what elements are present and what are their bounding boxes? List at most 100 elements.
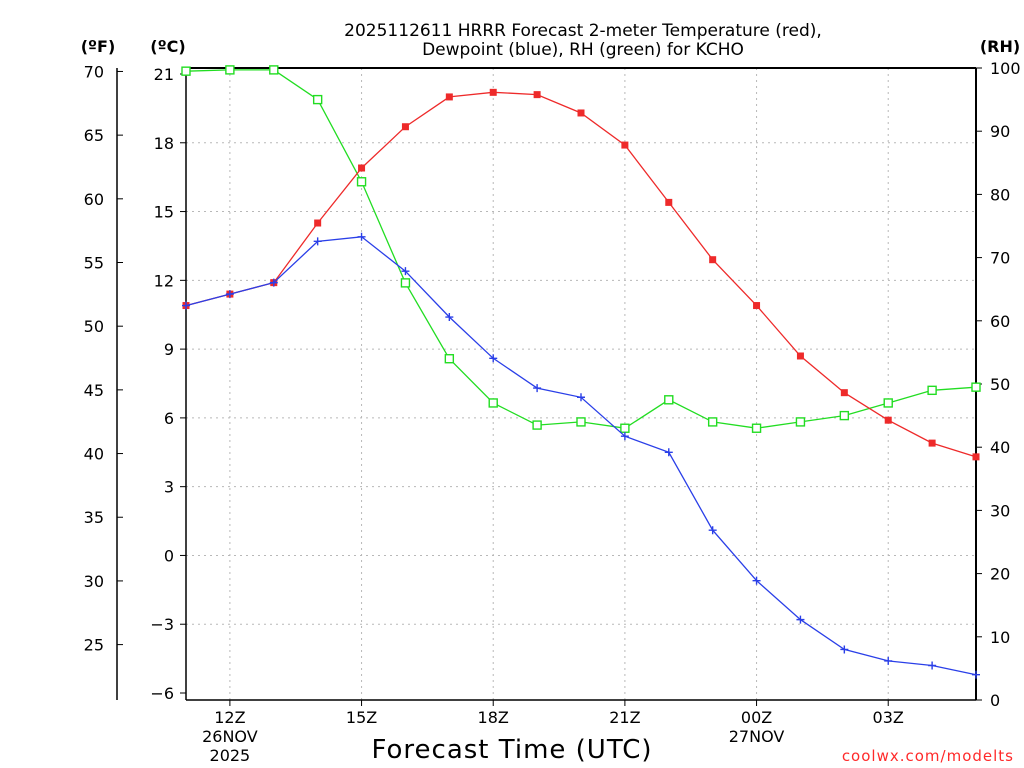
dewpoint-point: [401, 267, 410, 276]
fahrenheit-tick-label: 50: [84, 317, 104, 336]
fahrenheit-tick-label: 45: [84, 381, 104, 400]
x-tick-label: 21Z: [609, 708, 640, 727]
temperature-point: [972, 453, 980, 461]
dewpoint-point: [225, 290, 234, 299]
rh-point: [883, 398, 893, 408]
rh-point: [927, 385, 937, 396]
temperature-point: [621, 141, 629, 149]
fahrenheit-tick-label: 60: [84, 190, 104, 209]
rh-tick-label: 10: [990, 628, 1010, 647]
rh-point: [444, 354, 455, 364]
temperature-point: [840, 389, 848, 397]
temperature-point: [577, 109, 585, 117]
rh-point: [269, 65, 279, 75]
dewpoint-point: [182, 301, 190, 310]
temperature-point: [796, 352, 804, 360]
temperature-line: [185, 91, 977, 458]
temperature-point: [753, 302, 761, 310]
dewpoint-point: [445, 313, 454, 322]
fahrenheit-tick-label: 70: [84, 62, 104, 81]
dewpoint-point: [708, 526, 717, 535]
fahrenheit-tick-label: 35: [84, 508, 104, 527]
rh-tick-label: 70: [990, 249, 1010, 268]
x-tick-date-label: 26NOV: [202, 727, 258, 746]
dewpoint-point: [313, 237, 322, 246]
celsius-tick-label: 9: [164, 340, 174, 359]
x-tick-year-label: 2025: [210, 746, 251, 765]
x-tick-label: 03Z: [873, 708, 904, 727]
temperature-point: [401, 123, 409, 131]
fahrenheit-tick-label: 65: [84, 126, 104, 145]
rh-point: [795, 417, 806, 427]
fahrenheit-tick-label: 55: [84, 254, 104, 273]
rh-point: [707, 417, 718, 427]
fahrenheit-tick-label: 40: [84, 445, 104, 464]
rh-tick-label: 50: [990, 375, 1010, 394]
dewpoint-point: [533, 384, 542, 393]
celsius-tick-label: 18: [154, 134, 174, 153]
dewpoint-point: [972, 670, 980, 679]
x-tick-label: 15Z: [346, 708, 377, 727]
x-axis-label: Forecast Time (UTC): [371, 735, 652, 765]
x-tick-date-label: 27NOV: [729, 727, 785, 746]
rh-point: [532, 420, 542, 430]
celsius-tick-label: −3: [150, 615, 174, 634]
dewpoint-point: [796, 615, 805, 624]
celsius-tick-label: 15: [154, 203, 174, 222]
rh-point: [181, 66, 191, 76]
temperature-point: [665, 198, 673, 206]
rh-point: [225, 65, 235, 75]
dewpoint-point: [577, 393, 585, 402]
dewpoint-point: [620, 432, 629, 441]
temperature-point: [884, 416, 892, 424]
x-tick-label: 18Z: [478, 708, 509, 727]
gridlines: [186, 68, 976, 700]
rh-tick-label: 60: [990, 312, 1010, 331]
rh-point: [664, 395, 674, 405]
celsius-tick-label: 3: [164, 478, 174, 497]
temperature-point: [358, 164, 366, 172]
rh-point: [971, 382, 981, 392]
temperature-point: [489, 88, 497, 96]
credit-link[interactable]: coolwx.com/modelts: [842, 747, 1014, 765]
celsius-tick-label: 6: [164, 409, 174, 428]
dewpoint-point: [664, 448, 673, 457]
celsius-unit-label: (ºC): [150, 37, 185, 56]
rh-point: [400, 278, 411, 288]
axes: [116, 67, 982, 706]
rh-point: [576, 417, 586, 427]
celsius-tick-label: 0: [164, 546, 174, 565]
rh-point: [488, 398, 498, 408]
dewpoint-point: [884, 656, 893, 665]
rh-point: [620, 423, 630, 433]
dewpoint-point: [840, 645, 849, 654]
chart-title-line1: 2025112611 HRRR Forecast 2-meter Tempera…: [344, 21, 822, 41]
celsius-tick-label: 12: [154, 271, 174, 290]
temperature-point: [533, 91, 541, 99]
rh-point: [751, 423, 762, 433]
chart-title-line2: Dewpoint (blue), RH (green) for KCHO: [422, 40, 744, 60]
celsius-tick-label: 21: [154, 65, 174, 84]
rh-tick-label: 80: [990, 185, 1010, 204]
rh-line: [185, 69, 977, 429]
fahrenheit-unit-label: (ºF): [81, 37, 116, 56]
celsius-tick-label: −6: [150, 684, 174, 703]
rh-tick-label: 20: [990, 565, 1010, 584]
rh-tick-label: 40: [990, 438, 1010, 457]
rh-point: [312, 94, 323, 105]
fahrenheit-tick-label: 30: [84, 572, 104, 591]
dewpoint-point: [928, 661, 937, 670]
rh-unit-label: (RH): [980, 37, 1020, 56]
dewpoint-point: [489, 354, 498, 363]
data-series: [181, 65, 981, 679]
rh-tick-label: 100: [990, 59, 1021, 78]
tick-labels: 211815129630−3−6706560555045403530251009…: [84, 59, 1021, 765]
dewpoint-point: [269, 278, 278, 287]
dewpoint-line: [185, 236, 977, 676]
dewpoint-point: [752, 576, 761, 585]
x-tick-label: 12Z: [214, 708, 245, 727]
x-tick-label: 00Z: [741, 708, 772, 727]
fahrenheit-tick-label: 25: [84, 636, 104, 655]
temperature-point: [709, 256, 717, 264]
